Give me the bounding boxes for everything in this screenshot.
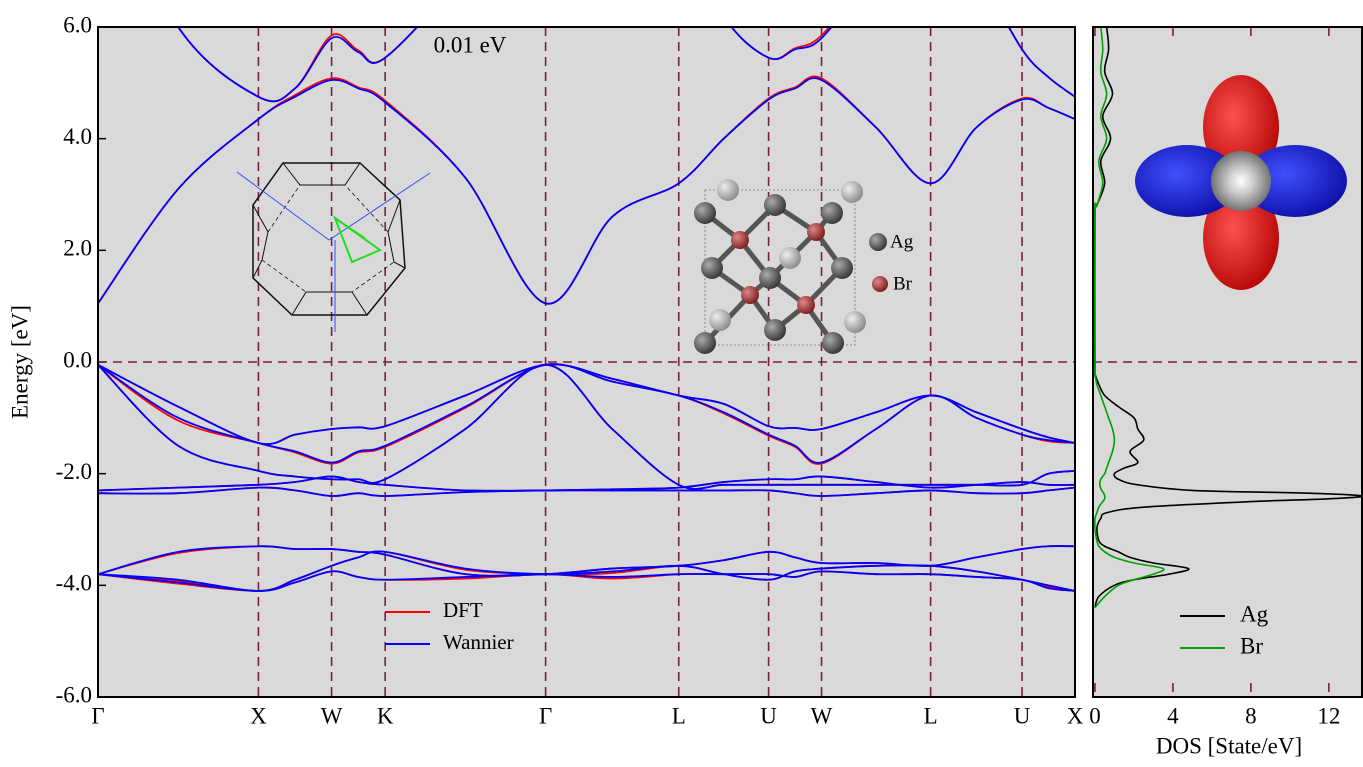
- x-axis-label: DOS [State/eV]: [1156, 733, 1302, 758]
- page: {"chart_data": [ {"type": "line", "ylabe…: [0, 0, 1363, 762]
- figure: Ag Br 0.01 eV Energy [eV] DOS [State/eV]…: [0, 0, 1363, 762]
- legend-label: DFT: [443, 598, 483, 622]
- legend-label: Wannier: [443, 630, 514, 654]
- x-tick-label: X: [1067, 703, 1084, 728]
- legend-label: Ag: [1240, 601, 1269, 626]
- inset-label: Br: [893, 273, 913, 294]
- x-tick-label: W: [321, 703, 343, 728]
- annotation: 0.01 eV: [434, 32, 507, 57]
- x-tick-label: 0: [1089, 703, 1101, 728]
- y-axis-label: Energy [eV]: [7, 305, 32, 419]
- y-tick-label: 6.0: [63, 12, 92, 37]
- x-tick-label: L: [924, 703, 938, 728]
- x-tick-label: L: [672, 703, 686, 728]
- x-tick-label: X: [250, 703, 267, 728]
- x-tick-label: U: [1014, 703, 1031, 728]
- x-tick-label: W: [811, 703, 833, 728]
- y-tick-label: 0.0: [63, 347, 92, 372]
- x-tick-label: Γ: [539, 703, 552, 728]
- y-tick-label: -2.0: [56, 459, 92, 484]
- y-tick-label: 4.0: [63, 124, 92, 149]
- x-tick-label: K: [377, 703, 394, 728]
- legend-label: Br: [1240, 633, 1263, 658]
- x-tick-label: 12: [1317, 703, 1340, 728]
- x-tick-label: 8: [1245, 703, 1257, 728]
- y-tick-label: -6.0: [56, 682, 92, 707]
- x-tick-label: U: [760, 703, 777, 728]
- x-tick-label: 4: [1167, 703, 1179, 728]
- y-tick-label: -4.0: [56, 571, 92, 596]
- inset-label: Ag: [890, 231, 914, 252]
- y-tick-label: 2.0: [63, 236, 92, 261]
- x-tick-label: Γ: [91, 703, 104, 728]
